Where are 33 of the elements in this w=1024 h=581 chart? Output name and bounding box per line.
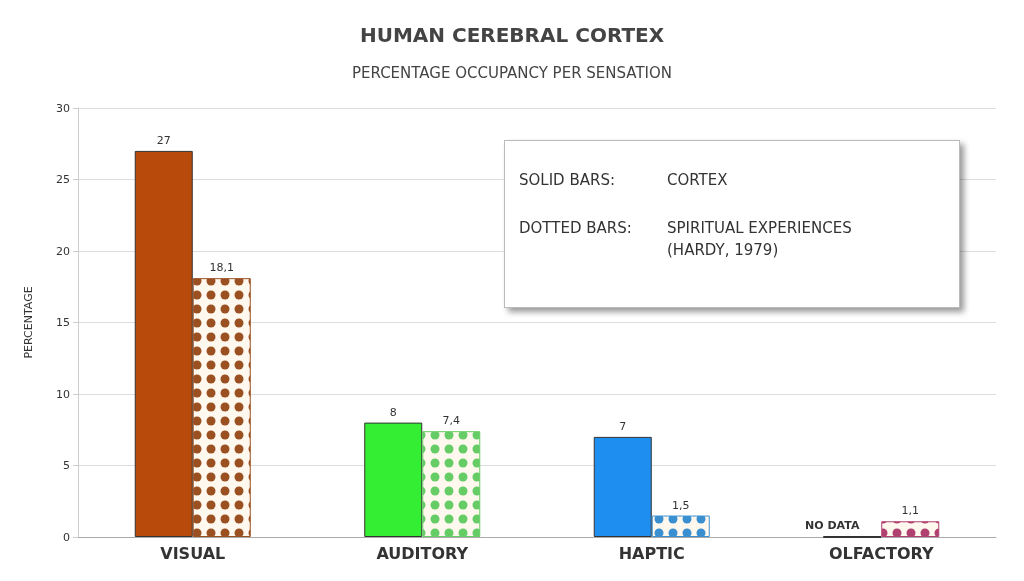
bar	[134, 150, 193, 537]
x-tick-label: HAPTIC	[618, 543, 685, 563]
data-label: 7	[619, 419, 627, 433]
chart-title: HUMAN CEREBRAL CORTEX	[359, 23, 665, 47]
bar	[651, 515, 710, 537]
y-tick-label: 10	[56, 387, 70, 401]
data-label: 8	[389, 405, 397, 419]
data-label: 1,1	[901, 504, 919, 518]
annotation: DOTTED BARS:	[519, 218, 633, 239]
x-tick-label: OLFACTORY	[828, 543, 934, 563]
bar	[422, 431, 481, 537]
annotation: CORTEX	[667, 170, 729, 191]
annotation: SPIRITUAL EXPERIENCES (HARDY, 1979)	[667, 218, 853, 261]
y-axis-title: PERCENTAGE	[22, 286, 35, 359]
annotation: SOLID BARS:	[519, 170, 616, 191]
y-tick-label: 5	[63, 459, 70, 472]
bar	[593, 436, 652, 537]
data-label: 1,5	[672, 498, 690, 512]
y-tick-label: 30	[56, 101, 70, 115]
text: NO DATA	[805, 519, 860, 532]
y-tick-label: 25	[56, 173, 70, 186]
bar	[881, 521, 940, 537]
x-tick-label: VISUAL	[160, 543, 226, 563]
y-tick-label: 20	[56, 244, 70, 258]
chart-subtitle: PERCENTAGE OCCUPANCY PER SENSATION	[351, 63, 673, 82]
data-label: 7,4	[442, 414, 460, 428]
data-label: 27	[156, 133, 171, 147]
bar	[192, 278, 251, 537]
data-label: 18,1	[209, 261, 234, 275]
x-tick-label: AUDITORY	[376, 543, 469, 563]
y-tick-label: 0	[63, 530, 70, 544]
bar	[364, 422, 423, 537]
y-tick-label: 15	[56, 316, 70, 329]
